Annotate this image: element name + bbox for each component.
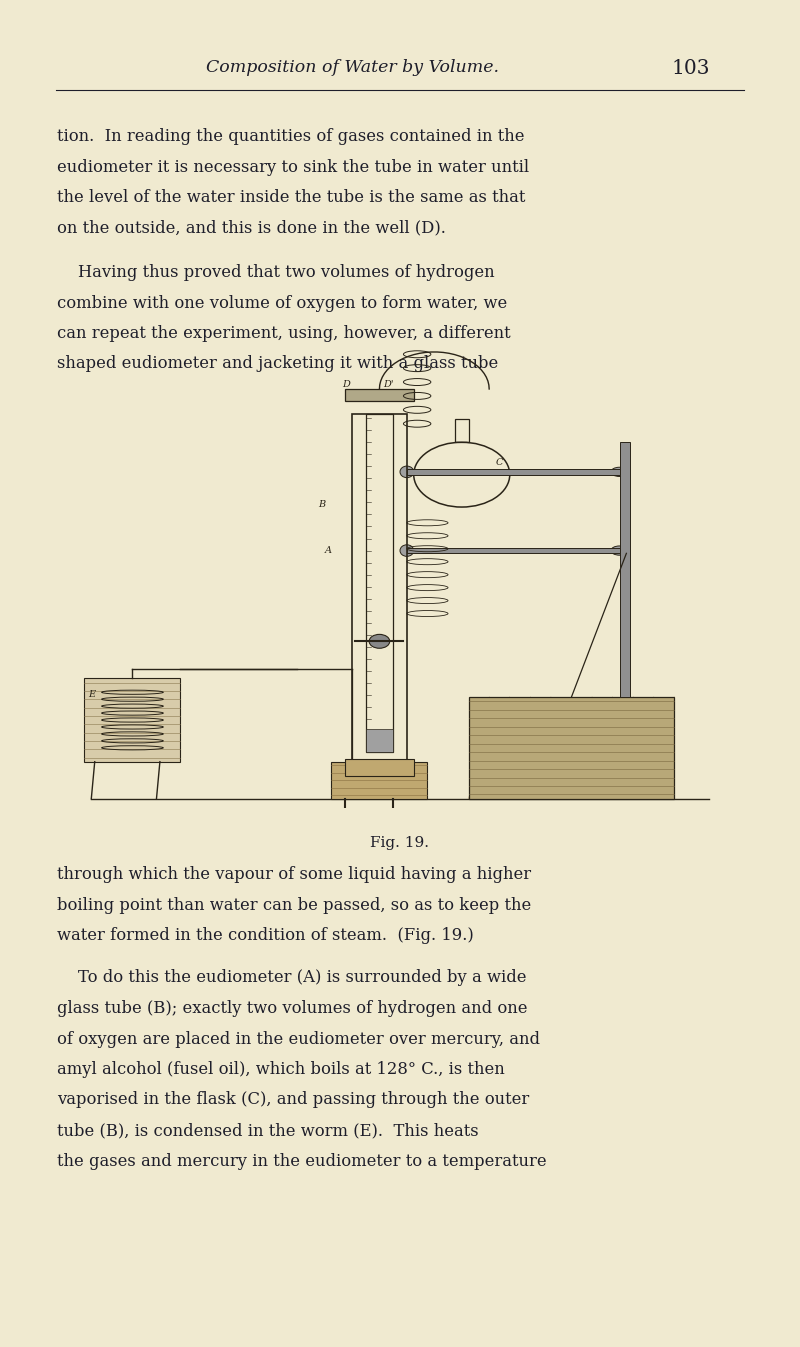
- Ellipse shape: [611, 467, 628, 477]
- Text: Fig. 19.: Fig. 19.: [370, 836, 430, 850]
- Circle shape: [369, 634, 390, 648]
- Text: eudiometer it is necessary to sink the tube in water until: eudiometer it is necessary to sink the t…: [57, 159, 529, 175]
- Bar: [407, 548, 619, 554]
- Text: combine with one volume of oxygen to form water, we: combine with one volume of oxygen to for…: [57, 295, 507, 311]
- Text: of oxygen are placed in the eudiometer over mercury, and: of oxygen are placed in the eudiometer o…: [57, 1030, 540, 1048]
- Text: tion.  In reading the quantities of gases contained in the: tion. In reading the quantities of gases…: [57, 128, 525, 145]
- Bar: [352, 415, 407, 761]
- Text: shaped eudiometer and jacketing it with a glass tube: shaped eudiometer and jacketing it with …: [57, 356, 498, 373]
- Bar: [331, 761, 427, 799]
- Bar: [469, 696, 674, 799]
- Text: 103: 103: [672, 58, 710, 78]
- Text: D: D: [342, 380, 350, 389]
- Text: the gases and mercury in the eudiometer to a temperature: the gases and mercury in the eudiometer …: [57, 1153, 546, 1169]
- Text: D': D': [383, 380, 394, 389]
- Text: C: C: [496, 458, 503, 467]
- Text: boiling point than water can be passed, so as to keep the: boiling point than water can be passed, …: [57, 897, 531, 913]
- Bar: [345, 760, 414, 776]
- Text: water formed in the condition of steam.  (Fig. 19.): water formed in the condition of steam. …: [57, 927, 474, 944]
- Bar: [345, 389, 414, 400]
- Text: through which the vapour of some liquid having a higher: through which the vapour of some liquid …: [57, 866, 531, 884]
- Ellipse shape: [611, 546, 628, 555]
- Ellipse shape: [400, 544, 414, 556]
- Text: vaporised in the flask (C), and passing through the outer: vaporised in the flask (C), and passing …: [57, 1091, 530, 1109]
- Text: To do this the eudiometer (A) is surrounded by a wide: To do this the eudiometer (A) is surroun…: [57, 970, 526, 986]
- Text: can repeat the experiment, using, however, a different: can repeat the experiment, using, howeve…: [57, 325, 510, 342]
- Bar: [619, 442, 630, 696]
- Text: Composition of Water by Volume.: Composition of Water by Volume.: [206, 59, 498, 77]
- Text: A: A: [325, 547, 331, 555]
- Bar: [366, 729, 393, 753]
- Text: amyl alcohol (fusel oil), which boils at 128° C., is then: amyl alcohol (fusel oil), which boils at…: [57, 1061, 505, 1078]
- Text: the level of the water inside the tube is the same as that: the level of the water inside the tube i…: [57, 189, 526, 206]
- Text: Having thus proved that two volumes of hydrogen: Having thus proved that two volumes of h…: [57, 264, 494, 282]
- Text: on the outside, and this is done in the well (D).: on the outside, and this is done in the …: [57, 220, 446, 237]
- Bar: [455, 419, 469, 442]
- Text: B: B: [318, 500, 325, 509]
- Text: tube (B), is condensed in the worm (E).  This heats: tube (B), is condensed in the worm (E). …: [57, 1122, 478, 1140]
- Polygon shape: [345, 776, 414, 799]
- Text: glass tube (B); exactly two volumes of hydrogen and one: glass tube (B); exactly two volumes of h…: [57, 999, 527, 1017]
- Bar: [85, 679, 181, 761]
- Ellipse shape: [400, 466, 414, 478]
- Bar: [407, 469, 619, 474]
- Bar: [366, 415, 393, 753]
- Text: E: E: [88, 690, 95, 699]
